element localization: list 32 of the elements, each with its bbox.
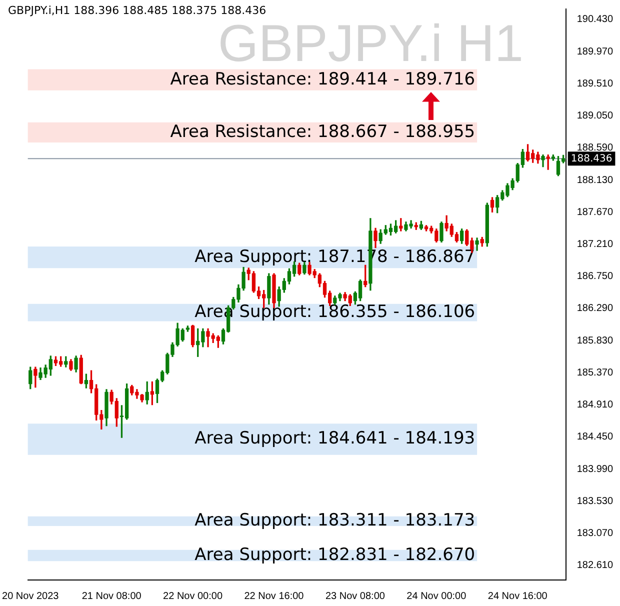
y-tick-label: 188.590 (576, 142, 614, 154)
band-label: Area Support: 184.641 - 184.193 (194, 428, 476, 449)
y-tick-label: 187.670 (576, 206, 614, 218)
y-tick-label: 183.990 (576, 464, 614, 475)
y-tick-label: 183.070 (576, 528, 614, 539)
x-tick-label: 22 Nov 16:00 (244, 590, 304, 602)
x-tick-label: 20 Nov 2023 (2, 590, 60, 602)
y-tick-label: 182.610 (576, 560, 614, 572)
y-tick-label: 184.910 (576, 400, 614, 411)
y-tick-label: 185.830 (576, 335, 614, 346)
ref-line-label: 188.436 (570, 153, 612, 164)
x-tick-label: 21 Nov 08:00 (82, 590, 142, 602)
y-tick-label: 189.510 (576, 78, 614, 90)
y-tick-label: 187.210 (576, 238, 614, 250)
band-label: Area Support: 182.831 - 182.670 (194, 544, 476, 565)
x-tick-label: 23 Nov 08:00 (325, 590, 386, 602)
y-tick-label: 189.050 (576, 110, 614, 122)
y-tick-label: 188.130 (576, 174, 614, 186)
y-tick-label: 190.430 (576, 14, 614, 26)
band-label: Area Support: 183.311 - 183.173 (194, 510, 476, 531)
band-label: Area Resistance: 189.414 - 189.716 (170, 69, 476, 90)
chart-title: GBPJPY.i,H1 188.396 188.485 188.375 188.436 (8, 4, 266, 17)
y-tick-label: 183.530 (576, 496, 614, 507)
x-tick-label: 24 Nov 16:00 (488, 590, 548, 602)
y-tick-label: 186.750 (576, 271, 614, 282)
y-tick-label: 189.970 (576, 46, 614, 58)
y-tick-label: 184.450 (576, 432, 614, 443)
band-label: Area Resistance: 188.667 - 188.955 (170, 122, 476, 142)
x-tick-label: 22 Nov 00:00 (163, 590, 223, 602)
y-tick-label: 185.370 (576, 367, 614, 378)
x-tick-label: 24 Nov 00:00 (406, 590, 467, 602)
y-tick-label: 186.290 (576, 303, 614, 314)
